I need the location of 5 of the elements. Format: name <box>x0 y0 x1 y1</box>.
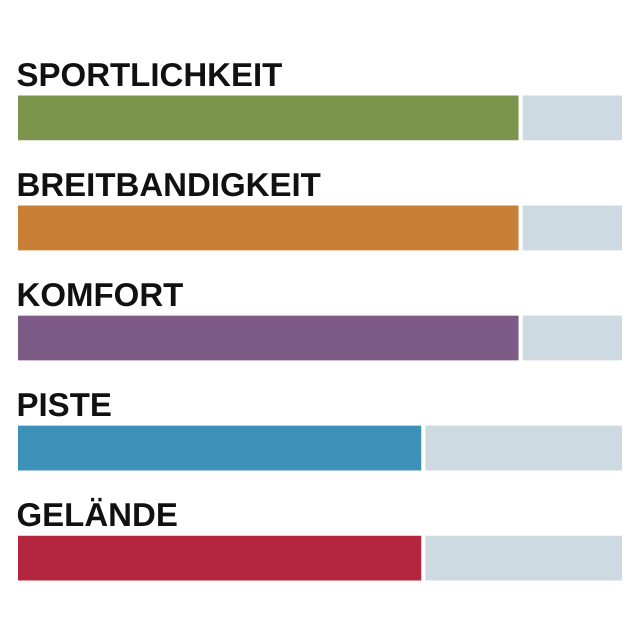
y-tick-label: BREITBANDIGKEIT <box>16 166 321 203</box>
y-tick-label: PISTE <box>16 386 112 424</box>
y-tick-label: KOMFORT <box>16 276 184 313</box>
y-tick-label: SPORTLICHKEIT <box>16 56 282 93</box>
y-tick-label: GELÄNDE <box>16 496 178 534</box>
